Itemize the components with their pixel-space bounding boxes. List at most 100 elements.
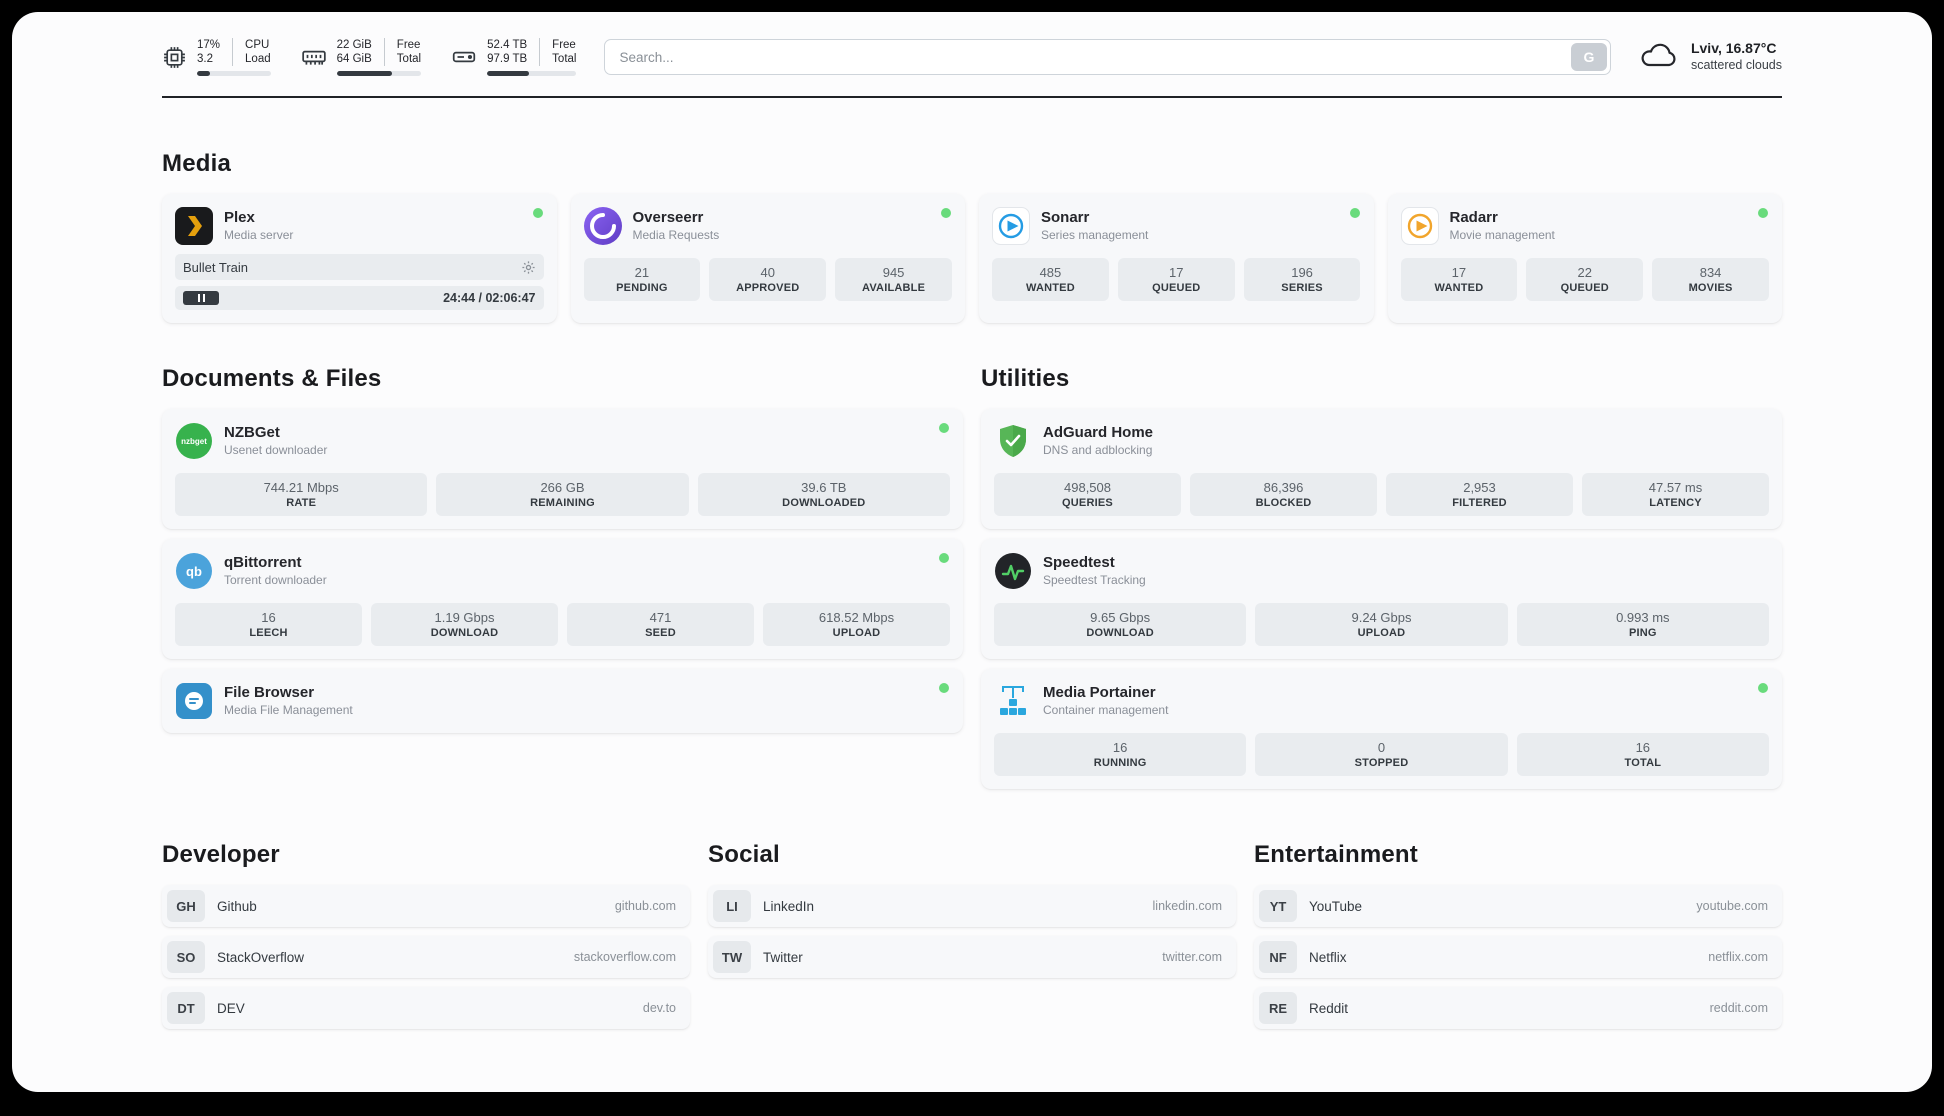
stat-label: SERIES xyxy=(1281,282,1323,294)
stat-value: 266 GB xyxy=(540,480,585,495)
stat-label: PING xyxy=(1628,627,1657,639)
stat-tile: 498,508 QUERIES xyxy=(994,473,1181,516)
stat-tile: 266 GB REMAINING xyxy=(436,473,689,516)
stat-tile: 618.52 Mbps UPLOAD xyxy=(763,603,950,646)
stat-label: QUEUED xyxy=(1560,282,1609,294)
bookmark-linkedin[interactable]: LI LinkedIn linkedin.com xyxy=(708,885,1236,927)
stat-tile: 2,953 FILTERED xyxy=(1386,473,1573,516)
now-playing-row: Bullet Train xyxy=(175,254,544,280)
disk-monitor: 52.4 TB 97.9 TB Free Total xyxy=(451,38,577,76)
cpu-monitor-body: 17% 3.2 CPU Load xyxy=(197,38,271,76)
stat-value: 40 xyxy=(760,265,775,280)
bookmark-domain: netflix.com xyxy=(1708,950,1768,964)
gear-icon[interactable] xyxy=(521,260,536,275)
portainer-card[interactable]: Media Portainer Container management 16 … xyxy=(981,669,1782,789)
plex-icon xyxy=(175,207,213,245)
stat-label: DOWNLOAD xyxy=(430,627,499,639)
bookmark-badge: YT xyxy=(1259,890,1297,922)
bookmark-badge: DT xyxy=(167,992,205,1024)
bookmark-dev[interactable]: DT DEV dev.to xyxy=(162,987,690,1029)
pause-button[interactable] xyxy=(183,291,219,305)
filebrowser-card[interactable]: File Browser Media File Management xyxy=(162,669,963,733)
stat-value: 9.24 Gbps xyxy=(1351,610,1412,625)
service-subtitle: DNS and adblocking xyxy=(1043,442,1153,457)
topbar-divider xyxy=(162,96,1782,98)
stat-tile: 39.6 TB DOWNLOADED xyxy=(697,473,950,516)
status-online-dot xyxy=(939,553,949,563)
bookmark-github[interactable]: GH Github github.com xyxy=(162,885,690,927)
service-name: File Browser xyxy=(224,683,315,701)
stats-row: 9.65 Gbps DOWNLOAD 9.24 Gbps UPLOAD 0.99… xyxy=(994,603,1769,646)
cpu-monitor: 17% 3.2 CPU Load xyxy=(162,38,271,76)
bookmark-netflix[interactable]: NF Netflix netflix.com xyxy=(1254,936,1782,978)
cpu-load-label: Load xyxy=(245,53,271,65)
ram-icon xyxy=(301,44,327,70)
stat-tile: 21 PENDING xyxy=(583,258,701,301)
disk-progress-fill xyxy=(487,71,530,76)
service-subtitle: Media server xyxy=(224,227,294,242)
filebrowser-icon xyxy=(175,682,213,720)
qbittorrent-card[interactable]: qb qBittorrent Torrent downloader 16 LEE… xyxy=(162,539,963,659)
bookmark-reddit[interactable]: RE Reddit reddit.com xyxy=(1254,987,1782,1029)
entertainment-section-title: Entertainment xyxy=(1254,841,1418,868)
stat-value: 2,953 xyxy=(1463,480,1496,495)
disk-total-value: 97.9 TB xyxy=(487,53,528,65)
stat-tile: 16 RUNNING xyxy=(994,733,1247,776)
weather-location: Lviv, 16.87°C xyxy=(1690,40,1777,56)
bookmark-domain: twitter.com xyxy=(1162,950,1222,964)
stat-label: TOTAL xyxy=(1624,757,1662,769)
stat-tile: 22 QUEUED xyxy=(1526,258,1644,301)
stats-row: 17 WANTED 22 QUEUED 834 MOVIES xyxy=(1400,258,1770,301)
stats-row: 485 WANTED 17 QUEUED 196 SERIES xyxy=(992,258,1361,301)
stats-row: 16 RUNNING 0 STOPPED 16 TOTAL xyxy=(994,733,1769,776)
sonarr-card[interactable]: Sonarr Series management 485 WANTED 17 Q… xyxy=(979,194,1374,323)
stat-label: PENDING xyxy=(616,282,668,294)
bookmark-badge: NF xyxy=(1259,941,1297,973)
bookmarks-sections: Developer GH Github github.com SO StackO… xyxy=(162,841,1782,1038)
stat-value: 47.57 ms xyxy=(1648,480,1703,495)
service-name: Plex xyxy=(224,208,255,226)
service-name: Radarr xyxy=(1449,208,1498,226)
cpu-label: CPU xyxy=(245,39,270,51)
disk-monitor-body: 52.4 TB 97.9 TB Free Total xyxy=(487,38,577,76)
stat-value: 834 xyxy=(1699,265,1722,280)
adguard-card[interactable]: AdGuard Home DNS and adblocking 498,508 … xyxy=(981,409,1782,529)
cloud-icon xyxy=(1639,40,1679,75)
stat-value: 1.19 Gbps xyxy=(434,610,495,625)
bookmark-domain: youtube.com xyxy=(1696,899,1768,913)
bookmark-badge: GH xyxy=(167,890,205,922)
stat-value: 16 xyxy=(261,610,276,625)
nzbget-card[interactable]: nzbget NZBGet Usenet downloader 744.21 M… xyxy=(162,409,963,529)
stats-row: 21 PENDING 40 APPROVED 945 AVAILABLE xyxy=(583,258,953,301)
stat-tile: 9.65 Gbps DOWNLOAD xyxy=(994,603,1247,646)
qbittorrent-icon-text: qb xyxy=(176,553,212,589)
stat-label: WANTED xyxy=(1434,282,1484,294)
ram-monitor-body: 22 GiB 64 GiB Free Total xyxy=(336,38,422,76)
ram-total-label: Total xyxy=(396,53,422,65)
search-input[interactable] xyxy=(604,39,1611,75)
ram-free-value: 22 GiB xyxy=(336,39,372,51)
radarr-card[interactable]: Radarr Movie management 17 WANTED 22 QUE… xyxy=(1387,194,1782,323)
utilities-section-title: Utilities xyxy=(981,365,1070,392)
bookmark-stackoverflow[interactable]: SO StackOverflow stackoverflow.com xyxy=(162,936,690,978)
bookmark-domain: reddit.com xyxy=(1709,1001,1768,1015)
bookmark-twitter[interactable]: TW Twitter twitter.com xyxy=(708,936,1236,978)
bookmark-youtube[interactable]: YT YouTube youtube.com xyxy=(1254,885,1782,927)
bookmark-domain: github.com xyxy=(614,899,676,913)
cpu-progress-bar xyxy=(197,71,271,76)
stat-label: WANTED xyxy=(1025,282,1075,294)
service-subtitle: Media Requests xyxy=(632,227,720,242)
plex-card[interactable]: Plex Media server Bullet Train 24:44 / 0… xyxy=(162,194,557,323)
media-section-title: Media xyxy=(162,150,232,177)
social-section-title: Social xyxy=(708,841,780,868)
overseerr-card[interactable]: Overseerr Media Requests 21 PENDING 40 A… xyxy=(570,194,965,323)
search-bar: G xyxy=(604,39,1611,75)
search-engine-button[interactable]: G xyxy=(1570,43,1607,71)
ram-progress-bar xyxy=(336,71,422,76)
stat-tile: 47.57 ms LATENCY xyxy=(1582,473,1769,516)
stat-value: 9.65 Gbps xyxy=(1090,610,1151,625)
stat-label: STOPPED xyxy=(1354,757,1409,769)
stat-label: RUNNING xyxy=(1093,757,1147,769)
speedtest-card[interactable]: Speedtest Speedtest Tracking 9.65 Gbps D… xyxy=(981,539,1782,659)
bookmark-domain: dev.to xyxy=(642,1001,676,1015)
